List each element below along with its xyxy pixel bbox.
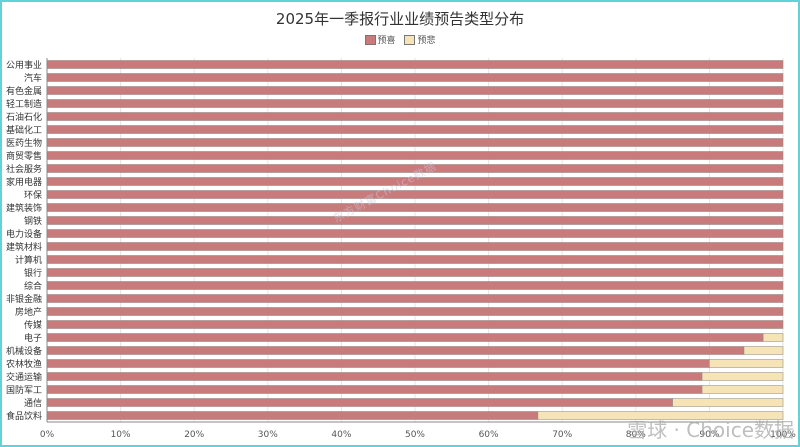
bar-positive[interactable]: [46, 281, 784, 290]
category-label: 建筑装饰: [6, 202, 42, 214]
bar-positive[interactable]: [46, 216, 784, 225]
category-label: 基础化工: [6, 124, 42, 136]
bar-negative[interactable]: [537, 411, 784, 420]
bar-negative[interactable]: [709, 359, 784, 368]
category-label: 国防军工: [6, 384, 42, 396]
bar-positive[interactable]: [46, 112, 784, 121]
category-label: 非银金融: [6, 293, 42, 305]
bar-positive[interactable]: [46, 294, 784, 303]
x-tick-label: 60%: [479, 430, 499, 440]
x-tick-label: 50%: [405, 430, 425, 440]
category-label: 银行: [24, 267, 42, 279]
bar-positive[interactable]: [46, 268, 784, 277]
category-label: 社会服务: [6, 163, 42, 175]
x-tick-label: 10%: [111, 430, 131, 440]
category-label: 传媒: [24, 319, 42, 331]
legend-item-positive[interactable]: 预喜: [364, 33, 396, 46]
legend-label-positive: 预喜: [377, 36, 396, 46]
x-tick-label: 70%: [552, 430, 572, 440]
x-tick-label: 100%: [770, 430, 796, 440]
category-label: 交通运输: [6, 371, 42, 383]
bar-positive[interactable]: [46, 307, 784, 316]
bar-positive[interactable]: [46, 60, 784, 69]
bar-positive[interactable]: [46, 333, 764, 342]
bar-positive[interactable]: [46, 203, 784, 212]
bar-positive[interactable]: [46, 255, 784, 264]
bar-negative[interactable]: [743, 346, 784, 355]
category-label: 电子: [24, 332, 42, 344]
bar-positive[interactable]: [46, 398, 673, 407]
x-tick-label: 40%: [331, 430, 351, 440]
bar-positive[interactable]: [46, 151, 784, 160]
category-label: 通信: [24, 397, 42, 409]
bar-positive[interactable]: [46, 372, 703, 381]
category-label: 石油石化: [6, 111, 42, 123]
bar-positive[interactable]: [46, 99, 784, 108]
bar-positive[interactable]: [46, 86, 784, 95]
x-tick-label: 90%: [699, 430, 719, 440]
category-label: 农林牧渔: [6, 358, 42, 370]
category-label: 电力设备: [6, 228, 42, 240]
category-label: 汽车: [24, 72, 42, 84]
category-label: 建筑材料: [6, 241, 42, 253]
category-label: 食品饮料: [6, 410, 42, 422]
bar-negative[interactable]: [701, 372, 784, 381]
x-tick-label: 0%: [40, 430, 55, 440]
category-label: 商贸零售: [6, 150, 42, 162]
category-label: 医药生物: [6, 137, 42, 149]
bar-negative[interactable]: [701, 385, 784, 394]
category-label: 钢铁: [24, 215, 42, 227]
bar-positive[interactable]: [46, 138, 784, 147]
x-tick-label: 80%: [626, 430, 646, 440]
category-label: 家用电器: [6, 176, 42, 188]
bar-negative[interactable]: [762, 333, 784, 342]
category-label: 有色金属: [6, 85, 42, 97]
x-tick-label: 20%: [184, 430, 204, 440]
bar-positive[interactable]: [46, 242, 784, 251]
legend-swatch-positive: [364, 34, 376, 45]
category-label: 综合: [24, 280, 42, 292]
watermark-corner: 雪球 · Choice数据: [627, 418, 794, 442]
category-label: 房地产: [15, 306, 42, 318]
chart-title: 2025年一季报行业业绩预告类型分布: [275, 10, 525, 28]
legend-item-negative[interactable]: 预悲: [404, 33, 435, 46]
legend-label-negative: 预悲: [417, 36, 436, 46]
bar-positive[interactable]: [46, 190, 784, 199]
bar-positive[interactable]: [46, 73, 784, 82]
bar-positive[interactable]: [46, 346, 745, 355]
category-label: 计算机: [15, 254, 42, 266]
category-label: 公用事业: [6, 59, 42, 71]
bar-positive[interactable]: [46, 411, 539, 420]
bar-positive[interactable]: [46, 320, 784, 329]
legend-swatch-negative: [404, 34, 416, 45]
x-tick-label: 30%: [258, 430, 278, 440]
chart-legend: 预喜 预悲: [0, 33, 800, 48]
category-label: 机械设备: [6, 345, 42, 357]
bar-positive[interactable]: [46, 125, 784, 134]
bar-negative[interactable]: [672, 398, 784, 407]
bar-positive[interactable]: [46, 385, 703, 394]
bar-positive[interactable]: [46, 229, 784, 238]
bar-positive[interactable]: [46, 359, 710, 368]
category-label: 轻工制造: [6, 98, 42, 110]
category-label: 环保: [24, 189, 42, 201]
